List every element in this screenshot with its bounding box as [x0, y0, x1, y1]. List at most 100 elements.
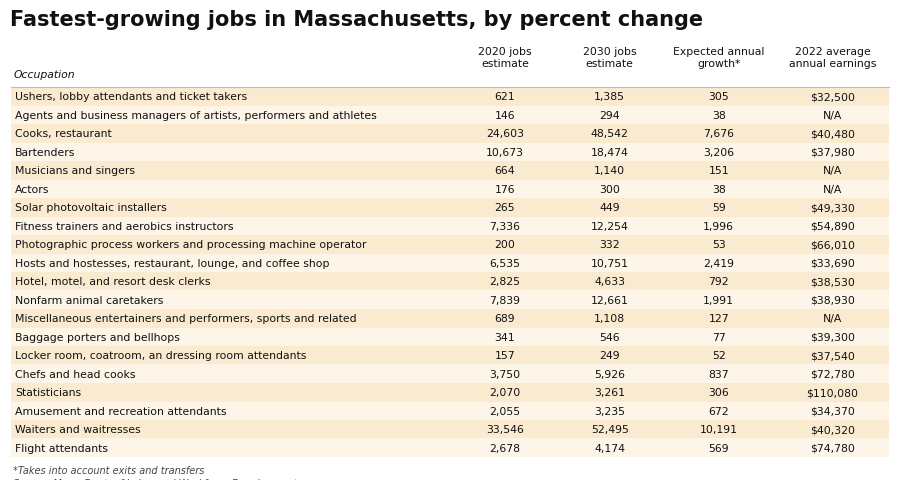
Text: 2020 jobs: 2020 jobs — [478, 47, 532, 57]
Text: $54,890: $54,890 — [810, 221, 855, 231]
Text: estimate: estimate — [586, 59, 634, 69]
Text: Bartenders: Bartenders — [15, 147, 76, 157]
Text: 2030 jobs: 2030 jobs — [583, 47, 636, 57]
Text: estimate: estimate — [481, 59, 529, 69]
Text: $38,930: $38,930 — [810, 295, 855, 305]
Text: 52: 52 — [712, 350, 725, 360]
Text: 1,385: 1,385 — [594, 92, 625, 102]
Text: 300: 300 — [599, 184, 620, 194]
Text: Amusement and recreation attendants: Amusement and recreation attendants — [15, 406, 227, 416]
Text: 7,676: 7,676 — [703, 129, 734, 139]
Text: 3,750: 3,750 — [490, 369, 520, 379]
Text: $32,500: $32,500 — [810, 92, 855, 102]
Text: Fastest-growing jobs in Massachusetts, by percent change: Fastest-growing jobs in Massachusetts, b… — [10, 10, 703, 30]
Text: Baggage porters and bellhops: Baggage porters and bellhops — [15, 332, 180, 342]
Text: 3,206: 3,206 — [703, 147, 734, 157]
Text: annual earnings: annual earnings — [788, 59, 877, 69]
Text: 52,495: 52,495 — [590, 424, 629, 434]
Text: Occupation: Occupation — [14, 70, 75, 80]
Text: Cooks, restaurant: Cooks, restaurant — [15, 129, 112, 139]
Text: *Takes into account exits and transfers
Source: Mass. Dept. of Labor and Workfor: *Takes into account exits and transfers … — [13, 465, 297, 480]
Text: 1,996: 1,996 — [703, 221, 734, 231]
Text: Statisticians: Statisticians — [15, 387, 81, 397]
Text: $34,370: $34,370 — [810, 406, 855, 416]
Text: 1,108: 1,108 — [594, 313, 625, 324]
Text: 341: 341 — [495, 332, 515, 342]
Text: 157: 157 — [495, 350, 515, 360]
Text: 38: 38 — [712, 110, 725, 120]
Text: 1,991: 1,991 — [703, 295, 734, 305]
Text: 3,235: 3,235 — [594, 406, 625, 416]
Text: Fitness trainers and aerobics instructors: Fitness trainers and aerobics instructor… — [15, 221, 234, 231]
Text: $49,330: $49,330 — [810, 203, 855, 213]
Text: $40,320: $40,320 — [810, 424, 855, 434]
Text: 332: 332 — [599, 240, 620, 250]
Text: 7,839: 7,839 — [490, 295, 520, 305]
Text: 2,055: 2,055 — [490, 406, 520, 416]
Text: N/A: N/A — [823, 313, 842, 324]
Text: Waiters and waitresses: Waiters and waitresses — [15, 424, 141, 434]
Text: Locker room, coatroom, an dressing room attendants: Locker room, coatroom, an dressing room … — [15, 350, 307, 360]
Text: 294: 294 — [599, 110, 620, 120]
Text: 546: 546 — [599, 332, 620, 342]
Text: Hosts and hostesses, restaurant, lounge, and coffee shop: Hosts and hostesses, restaurant, lounge,… — [15, 258, 329, 268]
Text: 48,542: 48,542 — [590, 129, 629, 139]
Text: 4,174: 4,174 — [594, 443, 625, 453]
Text: 305: 305 — [708, 92, 729, 102]
Text: $39,300: $39,300 — [810, 332, 855, 342]
Text: 38: 38 — [712, 184, 725, 194]
Text: Hotel, motel, and resort desk clerks: Hotel, motel, and resort desk clerks — [15, 276, 211, 287]
Text: 7,336: 7,336 — [490, 221, 520, 231]
Text: 837: 837 — [708, 369, 729, 379]
Text: Solar photovoltaic installers: Solar photovoltaic installers — [15, 203, 167, 213]
Text: Miscellaneous entertainers and performers, sports and related: Miscellaneous entertainers and performer… — [15, 313, 357, 324]
Text: N/A: N/A — [823, 110, 842, 120]
Text: $40,480: $40,480 — [810, 129, 855, 139]
Text: 689: 689 — [495, 313, 515, 324]
Text: N/A: N/A — [823, 184, 842, 194]
Text: $74,780: $74,780 — [810, 443, 855, 453]
Text: Expected annual: Expected annual — [673, 47, 764, 57]
Text: 2,678: 2,678 — [490, 443, 520, 453]
Text: 2,825: 2,825 — [490, 276, 520, 287]
Text: 249: 249 — [599, 350, 620, 360]
Text: 24,603: 24,603 — [486, 129, 524, 139]
Text: 12,254: 12,254 — [590, 221, 629, 231]
Text: 77: 77 — [712, 332, 725, 342]
Text: 53: 53 — [712, 240, 725, 250]
Text: Ushers, lobby attendants and ticket takers: Ushers, lobby attendants and ticket take… — [15, 92, 248, 102]
Text: Nonfarm animal caretakers: Nonfarm animal caretakers — [15, 295, 164, 305]
Text: 2,419: 2,419 — [703, 258, 734, 268]
Text: 672: 672 — [708, 406, 729, 416]
Text: 2022 average: 2022 average — [795, 47, 870, 57]
Text: 6,535: 6,535 — [490, 258, 520, 268]
Text: 664: 664 — [495, 166, 515, 176]
Text: 265: 265 — [495, 203, 515, 213]
Text: 151: 151 — [708, 166, 729, 176]
Text: 10,673: 10,673 — [486, 147, 524, 157]
Text: $38,530: $38,530 — [810, 276, 855, 287]
Text: 200: 200 — [494, 240, 516, 250]
Text: $33,690: $33,690 — [810, 258, 855, 268]
Text: N/A: N/A — [823, 166, 842, 176]
Text: Musicians and singers: Musicians and singers — [15, 166, 135, 176]
Text: growth*: growth* — [697, 59, 741, 69]
Text: 18,474: 18,474 — [590, 147, 629, 157]
Text: 127: 127 — [708, 313, 729, 324]
Text: Flight attendants: Flight attendants — [15, 443, 108, 453]
Text: 5,926: 5,926 — [594, 369, 625, 379]
Text: 3,261: 3,261 — [594, 387, 625, 397]
Text: 569: 569 — [708, 443, 729, 453]
Text: 621: 621 — [495, 92, 515, 102]
Text: $37,980: $37,980 — [810, 147, 855, 157]
Text: 1,140: 1,140 — [594, 166, 625, 176]
Text: 4,633: 4,633 — [594, 276, 625, 287]
Text: $66,010: $66,010 — [810, 240, 855, 250]
Text: 306: 306 — [708, 387, 729, 397]
Text: $72,780: $72,780 — [810, 369, 855, 379]
Text: $110,080: $110,080 — [806, 387, 859, 397]
Text: Chefs and head cooks: Chefs and head cooks — [15, 369, 136, 379]
Text: Agents and business managers of artists, performers and athletes: Agents and business managers of artists,… — [15, 110, 377, 120]
Text: 59: 59 — [712, 203, 725, 213]
Text: 176: 176 — [495, 184, 515, 194]
